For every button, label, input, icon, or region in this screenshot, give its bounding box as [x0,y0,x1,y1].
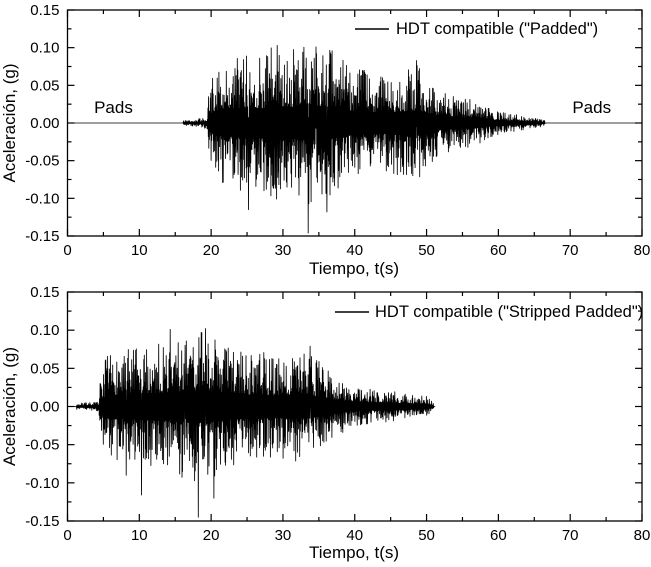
y-tick-label: 0.10 [30,322,59,339]
x-tick-label: 20 [203,527,220,544]
legend-bottom: HDT compatible ("Stripped Padded") [335,303,643,321]
plot-area-bottom: 0 10 20 30 40 50 60 70 80 -0.15 -0.10 -0.05 0.00 0.05… [25,284,650,544]
x-tick-label: 30 [275,527,292,544]
x-tick-label: 80 [634,242,651,259]
chart-top-accelerogram-padded: 0 10 20 30 40 50 60 70 80 -0.15 -0.10 -0.05 0.00 0.05… [0,2,650,278]
x-tick-label: 70 [562,242,579,259]
y-tick-label: 0.05 [30,77,59,94]
y-tick-label: -0.05 [25,153,59,170]
y-tick-label: 0.05 [30,360,59,377]
x-tick-label: 50 [418,527,435,544]
y-tick-label: 0.15 [30,2,59,19]
y-tick-label: -0.15 [25,228,59,245]
x-axis-title: Tiempo, t(s) [309,259,399,278]
y-tick-label: -0.10 [25,190,59,207]
y-tick-label: 0.00 [30,115,59,132]
x-tick-label: 50 [418,242,435,259]
waveform-trace [70,328,436,518]
y-axis-title: Aceleración, (g) [0,347,19,466]
y-tick-label: -0.15 [25,513,59,530]
waveform-trace [67,44,643,234]
y-tick-label: 0.10 [30,40,59,57]
x-tick-label: 60 [490,527,507,544]
x-tick-label: 40 [346,527,363,544]
chart-bottom-accelerogram-stripped-padded: 0 10 20 30 40 50 60 70 80 -0.15 -0.10 -0.05 0.00 0.05… [0,284,650,562]
y-tick-label: -0.10 [25,475,59,492]
y-axis-title: Aceleración, (g) [0,63,19,182]
legend-label: HDT compatible ("Stripped Padded") [375,303,643,321]
x-tick-label: 40 [346,242,363,259]
y-tick-label: 0.00 [30,399,59,416]
x-tick-label: 80 [634,527,651,544]
y-tick-label: -0.05 [25,437,59,454]
legend-top: HDT compatible ("Padded") [355,20,598,38]
x-tick-label: 30 [275,242,292,259]
x-tick-label: 60 [490,242,507,259]
pads-annotation: Pads [94,98,133,117]
plot-area-top: 0 10 20 30 40 50 60 70 80 -0.15 -0.10 -0.05 0.00 0.05… [25,2,650,259]
x-tick-label: 0 [63,242,71,259]
x-tick-label: 10 [131,527,148,544]
y-tick-label: 0.15 [30,284,59,301]
x-axis-title: Tiempo, t(s) [309,543,399,562]
x-tick-label: 10 [131,242,148,259]
x-tick-label: 0 [63,527,71,544]
legend-label: HDT compatible ("Padded") [396,20,598,38]
x-tick-label: 70 [562,527,579,544]
pads-annotation: Pads [572,98,611,117]
x-tick-label: 20 [203,242,220,259]
